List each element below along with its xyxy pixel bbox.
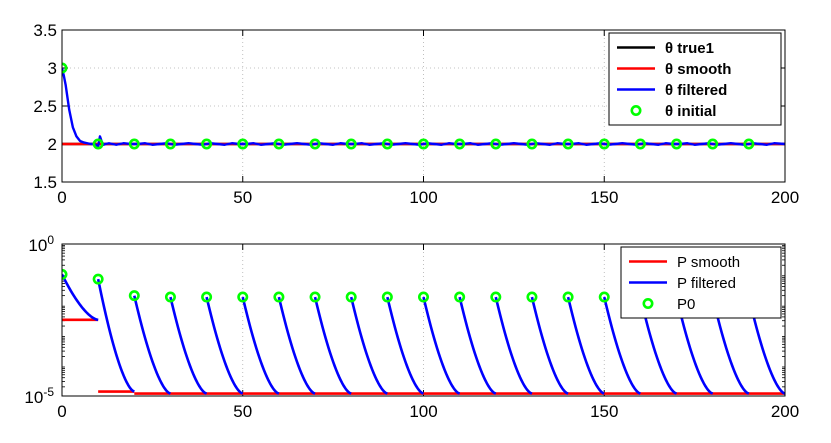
chart-2-series-p-filtered-line <box>169 296 208 395</box>
chart-1-series--initial-marker <box>201 138 213 150</box>
chart-2-series-p0-marker <box>62 268 68 280</box>
chart-2-axes-frame <box>61 243 786 397</box>
chart-2-y-tick-label: 10-5 <box>24 385 54 407</box>
chart-1-series--initial-marker <box>490 138 502 150</box>
chart-2-series-p0-marker <box>598 291 610 303</box>
chart-2-series-p-filtered-line <box>62 273 99 322</box>
chart-1-series--initial-marker <box>92 138 104 150</box>
chart-1-legend-entry-2-label: θ filtered <box>665 82 727 99</box>
chart-2-series-p0-marker <box>490 291 502 303</box>
chart-1-series--filtered-line <box>62 67 785 148</box>
chart-1-legend-entry-3-label: θ initial <box>665 103 716 120</box>
chart-2-series-p-filtered-line <box>205 296 244 395</box>
chart-1-series--initial-marker <box>417 138 429 150</box>
chart-1-series--initial-marker <box>454 138 466 150</box>
chart-2-series-p-filtered-line <box>566 296 605 395</box>
chart-1-series--initial-marker <box>237 138 249 150</box>
chart-1-series--initial-marker <box>164 138 176 150</box>
chart-1-series--initial-marker <box>743 138 755 150</box>
chart-1-series--initial-marker <box>381 138 393 150</box>
chart-2-legend-entry-2-marker <box>642 297 654 309</box>
chart-2-series-p0-marker <box>273 291 285 303</box>
chart-1-series--initial-marker <box>128 138 140 150</box>
chart-2-legend: P smooth P filtered P0 <box>620 246 782 319</box>
chart-1-series--initial-marker <box>526 138 538 150</box>
chart-2-legend-entry-0-label: P smooth <box>677 254 740 271</box>
chart-2-series-p0-marker <box>128 290 140 302</box>
chart-2-series-p0-marker <box>345 291 357 303</box>
chart-2-series-p-filtered-line <box>133 295 171 395</box>
chart-1-series--initial-marker <box>671 138 683 150</box>
chart-1-legend-entry-3-marker <box>630 105 642 117</box>
chart-1-legend-entry-0-label: θ true1 <box>665 40 714 57</box>
chart-1-series--initial-marker <box>634 138 646 150</box>
chart-1-x-tick-label: 150 <box>590 188 618 207</box>
chart-1-series--initial-marker <box>273 138 285 150</box>
chart-1-legend: θ true1 θ smooth θ filtered θ initial <box>608 32 782 126</box>
chart-2-series-p-filtered-line <box>494 296 533 395</box>
chart-2-series-p0-marker <box>237 291 249 303</box>
chart-2-series-p-filtered-line <box>386 296 424 395</box>
chart-2-series-p-filtered-line <box>747 296 785 395</box>
chart-2-series-p0-marker <box>381 291 393 303</box>
chart-2-series-p0-marker <box>92 273 104 285</box>
chart-2-series-p0-marker <box>201 291 213 303</box>
chart-2-plot <box>62 268 785 395</box>
chart-2-series-p-filtered-line <box>711 296 750 395</box>
chart-1-series--initial-marker <box>707 138 719 150</box>
chart-2-series-p0-marker <box>454 291 466 303</box>
chart-1-x-tick-label: 100 <box>409 188 437 207</box>
chart-2-series-p-filtered-line <box>639 296 678 395</box>
chart-2-x-tick-label: 100 <box>409 402 437 421</box>
chart-2-series-p0-marker <box>309 291 321 303</box>
chart-2-y-tick-label: 100 <box>28 233 54 255</box>
chart-2-series-p-filtered-line <box>422 296 461 395</box>
chart-2-legend-entry-2-label: P0 <box>677 296 695 313</box>
chart-1-y-tick-label: 1.5 <box>33 173 57 192</box>
chart-1-x-tick-label: 50 <box>233 188 252 207</box>
chart-1-x-tick-label: 200 <box>771 188 799 207</box>
chart-2-series-p-filtered-line <box>241 296 280 395</box>
chart-2-series-p-filtered-line <box>530 296 569 395</box>
chart-1-plot <box>62 62 785 150</box>
chart-2-x-tick-label: 50 <box>233 402 252 421</box>
chart-2-x-tick-label: 0 <box>57 402 66 421</box>
chart-1-y-tick-label: 2 <box>48 135 57 154</box>
chart-1-series--initial-marker <box>598 138 610 150</box>
chart-1-y-tick-label: 3.5 <box>33 21 57 40</box>
chart-1-y-tick-label: 3 <box>48 59 57 78</box>
chart-1-legend-entry-1-label: θ smooth <box>665 61 731 78</box>
chart-2-series-p-filtered-line <box>313 296 352 395</box>
chart-2-series-p-filtered-line <box>96 278 135 393</box>
chart-2-legend-entry-1-label: P filtered <box>677 275 736 292</box>
chart-2-series-p0-marker <box>164 291 176 303</box>
chart-1-axes-frame <box>61 29 786 183</box>
chart-2-series-p-filtered-line <box>602 296 641 395</box>
chart-2-x-tick-label: 200 <box>771 402 799 421</box>
chart-2-series-p0-marker <box>562 291 574 303</box>
chart-2: 0 50 100 150 200 100 10-5 P smooth P filtered P0 <box>24 233 799 421</box>
chart-1-series--initial-marker <box>309 138 321 150</box>
chart-1-series--initial-marker <box>562 138 574 150</box>
chart-1-series--initial-marker <box>62 62 68 74</box>
chart-2-series-p-filtered-line <box>458 296 497 395</box>
chart-2-series-p-filtered-line <box>675 296 714 395</box>
chart-2-x-tick-label: 150 <box>590 402 618 421</box>
chart-2-series-p-filtered-line <box>349 296 388 395</box>
chart-2-series-p0-marker <box>526 291 538 303</box>
chart-1-x-tick-label: 0 <box>57 188 66 207</box>
chart-1-series--initial-marker <box>345 138 357 150</box>
chart-2-series-p-filtered-line <box>277 296 316 395</box>
chart-1-y-tick-label: 2.5 <box>33 97 57 116</box>
chart-2-series-p0-marker <box>417 291 429 303</box>
